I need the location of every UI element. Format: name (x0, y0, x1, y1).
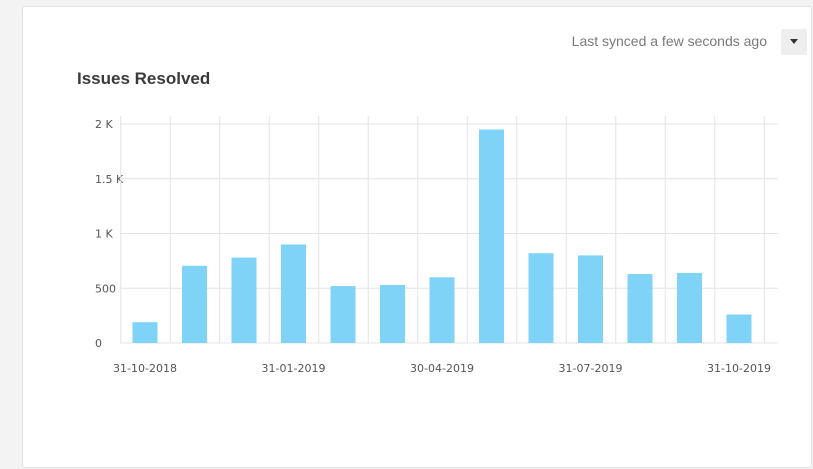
x-tick-label: 31-07-2019 (559, 362, 623, 375)
bar (429, 277, 455, 343)
chart-card: Last synced a few seconds ago Issues Res… (22, 6, 812, 468)
bar (627, 274, 653, 343)
bar (677, 272, 702, 343)
x-tick-label: 31-01-2019 (262, 362, 326, 375)
bar (182, 265, 207, 343)
bar (281, 244, 306, 343)
bar (132, 322, 158, 343)
caret-down-icon (790, 39, 798, 44)
y-tick-label: 1.5 K (95, 173, 124, 186)
y-tick-label: 1 K (95, 228, 113, 241)
chart-title: Issues Resolved (77, 69, 211, 88)
y-tick-label: 500 (95, 282, 116, 295)
bar (231, 257, 257, 343)
bar (380, 284, 405, 343)
y-tick-label: 0 (95, 337, 102, 350)
x-tick-label: 31-10-2018 (113, 362, 177, 375)
bar (479, 129, 504, 343)
last-synced-text: Last synced a few seconds ago (571, 33, 767, 49)
bar (330, 286, 356, 343)
bar (726, 314, 752, 343)
sync-dropdown-button[interactable] (781, 29, 807, 55)
bar (528, 253, 554, 343)
x-tick-label: 30-04-2019 (410, 362, 474, 375)
x-tick-label: 31-10-2019 (707, 362, 771, 375)
y-tick-label: 2 K (95, 118, 113, 131)
bar (578, 255, 603, 343)
